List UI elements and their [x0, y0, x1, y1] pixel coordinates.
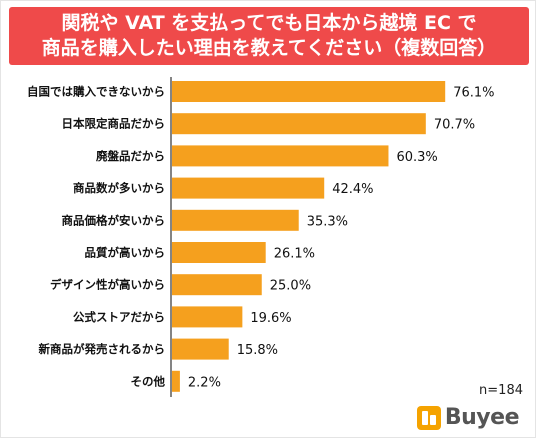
value-label: 60.3% [396, 150, 437, 165]
bar [172, 209, 299, 231]
bar [172, 81, 446, 102]
category-label: デザイン性が高いから [50, 278, 165, 292]
buyee-logo-icon [416, 405, 441, 430]
value-label: 2.2% [188, 375, 221, 390]
category-label: その他 [131, 374, 166, 388]
value-label: 15.8% [237, 343, 278, 358]
bar [172, 370, 180, 392]
value-label: 35.3% [307, 214, 348, 229]
value-label: 70.7% [434, 118, 475, 133]
bar [172, 242, 266, 263]
buyee-logo-text: Buyee [444, 405, 520, 430]
sample-size-note: n=184 [479, 383, 523, 398]
category-label: 商品価格が安いから [62, 213, 166, 227]
bar [172, 338, 229, 360]
bar [172, 145, 389, 167]
category-label: 商品数が多いから [73, 181, 165, 195]
category-label: 公式ストアだから [73, 310, 165, 324]
buyee-logo: Buyee [416, 405, 520, 430]
bar [172, 113, 426, 135]
value-label: 26.1% [274, 247, 315, 262]
category-label: 日本限定商品だから [62, 117, 166, 131]
category-label: 廃盤品だから [96, 149, 165, 163]
category-label: 自国では購入できないから [27, 85, 165, 99]
chart-title-line-2: 商品を購入したい理由を教えてください（複数回答） [41, 37, 497, 59]
category-label: 新商品が発売されるから [39, 342, 166, 356]
value-label: 42.4% [332, 182, 373, 197]
bar [172, 177, 325, 199]
bar [172, 274, 262, 296]
value-label: 19.6% [250, 311, 291, 326]
bar [172, 306, 243, 328]
value-label: 25.0% [270, 279, 311, 294]
category-label: 品質が高いから [85, 246, 166, 260]
chart-title-banner: 関税や VAT を支払ってでも日本から越境 EC で 商品を購入したい理由を教え… [9, 7, 529, 65]
chart-title-line-1: 関税や VAT を支払ってでも日本から越境 EC で [61, 12, 477, 34]
value-label: 76.1% [453, 86, 494, 101]
